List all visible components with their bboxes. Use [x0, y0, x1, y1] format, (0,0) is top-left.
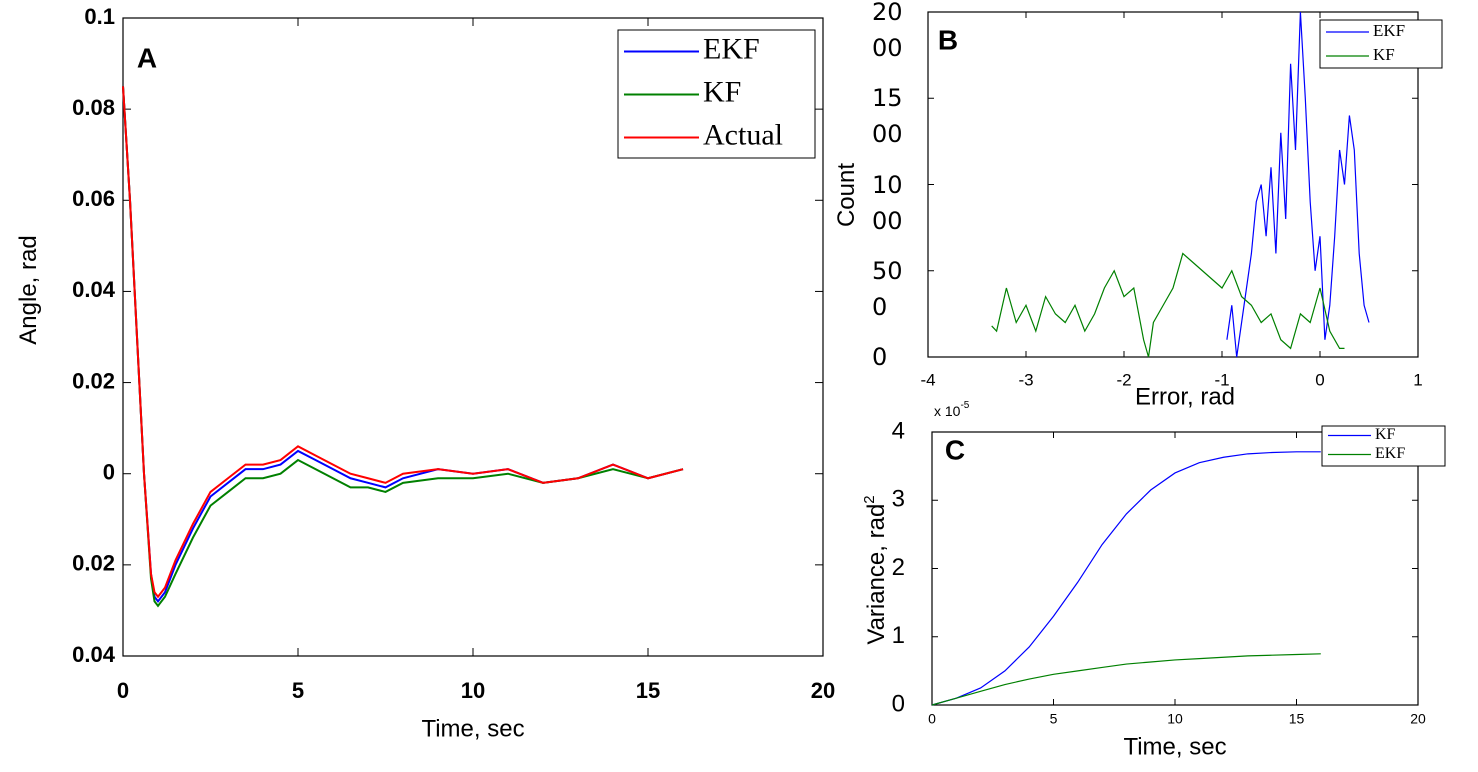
y-tick-label: 0.02 [72, 551, 115, 576]
y-tick-label: 3 [892, 486, 905, 513]
x-tick-label: 10 [461, 678, 485, 703]
x-tick-label: 15 [1289, 711, 1305, 727]
legend-label: Actual [703, 118, 783, 151]
y-tick-label: 0 [872, 343, 888, 371]
y-tick-label: 2000 [872, 0, 903, 62]
legend-label: EKF [1373, 21, 1405, 40]
x-axis-label: Time, sec [1123, 733, 1226, 760]
x-tick-label: 10 [1167, 711, 1183, 727]
x-axis-label: Error, rad [1135, 383, 1235, 410]
x-tick-label: 1 [1413, 370, 1422, 389]
y-tick-label: 0.06 [72, 186, 115, 211]
x-tick-label: -2 [1116, 370, 1131, 389]
y-tick-label: 2 [892, 554, 905, 581]
series-line [122, 86, 684, 608]
y-axis-label-text: Variance, rad [863, 504, 890, 645]
series-line [991, 252, 1345, 358]
panel-label: B [938, 24, 958, 55]
x-axis-label: Time, sec [421, 715, 524, 742]
x-tick-label: -3 [1018, 370, 1033, 389]
x-tick-label: 5 [292, 678, 304, 703]
y-tick-label: 1000 [872, 170, 903, 235]
y-multiplier-exponent: -5 [960, 400, 969, 411]
x-tick-label: 0 [928, 711, 936, 727]
y-axis-label-text: Angle, rad [15, 235, 42, 344]
y-tick-label: 0 [892, 690, 905, 717]
x-tick-label: 5 [1050, 711, 1058, 727]
y-axis-label-superscript: 2 [861, 495, 878, 503]
y-tick-label: 0.02 [72, 368, 115, 393]
plot-area [927, 11, 1419, 358]
legend-label: KF [1373, 45, 1395, 64]
series-line [931, 653, 1321, 706]
legend-label: KF [1375, 426, 1396, 443]
y-tick-label: 1500 [872, 84, 903, 149]
y-tick-label: 0.08 [72, 95, 115, 120]
y-tick-label: 4 [892, 417, 905, 444]
legend-box [1321, 425, 1446, 467]
y-tick-label: 0.04 [72, 642, 116, 667]
panel-label: A [137, 42, 157, 73]
y-axis-label: Angle, rad [15, 235, 42, 344]
y-tick-label: 0 [103, 460, 115, 485]
legend-label: EKF [1375, 445, 1405, 462]
y-axis-label: Count [833, 163, 860, 227]
panel-label: C [945, 434, 965, 465]
legend-box [1319, 19, 1443, 69]
y-tick-label: 1 [892, 622, 905, 649]
x-tick-label: -4 [920, 370, 935, 389]
x-tick-label: 15 [636, 678, 660, 703]
series-line [122, 86, 684, 599]
x-tick-label: 0 [1315, 370, 1324, 389]
y-tick-label: 0.04 [72, 277, 116, 302]
y-tick-label: 500 [872, 256, 903, 321]
series-line [931, 451, 1321, 706]
y-multiplier: x 10-5 [934, 400, 970, 419]
y-axis-label: Variance, rad2 [861, 495, 890, 644]
x-tick-label: 20 [1410, 711, 1426, 727]
legend-label: KF [703, 75, 741, 108]
series-line [1226, 11, 1370, 358]
y-axis-label-text: Count [833, 163, 860, 227]
y-multiplier-base: x 10 [934, 403, 961, 419]
x-tick-label: 20 [811, 678, 835, 703]
x-tick-label: -1 [1214, 370, 1229, 389]
legend-label: EKF [703, 32, 760, 65]
y-tick-label: 0.1 [84, 4, 115, 29]
x-tick-label: 0 [117, 678, 129, 703]
